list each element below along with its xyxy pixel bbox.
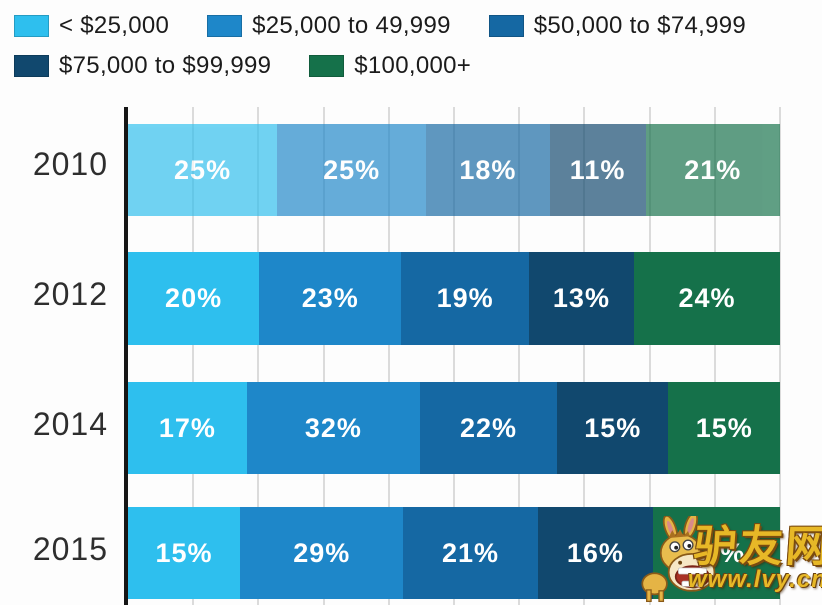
bar-segment: 17% (128, 382, 247, 474)
legend-label: $25,000 to 49,999 (252, 12, 451, 39)
bar-segment: 29% (240, 507, 404, 599)
donkey-icon (641, 516, 716, 603)
gridline (713, 107, 716, 605)
legend-item-75k-100k: $75,000 to $99,999 (14, 52, 271, 80)
bar-segment: 18% (426, 124, 550, 216)
bar-segment: 21% (645, 124, 780, 216)
legend-item-50k-75k: $50,000 to $74,999 (488, 12, 747, 40)
bar-segment: 23% (259, 252, 402, 345)
legend: < $25,000 $25,000 to 49,999 $50,000 to $… (14, 12, 814, 80)
year-label-2010: 2010 (32, 146, 108, 182)
gridline (322, 107, 325, 605)
legend-item-25k-50k: $25,000 to 49,999 (207, 12, 451, 40)
bar-segment: 25% (277, 124, 427, 216)
legend-item-100k-plus: $100,000+ (309, 52, 471, 80)
legend-swatch-75k-100k (14, 55, 49, 77)
year-label-2012: 2012 (32, 276, 108, 312)
watermark-site-name: 驴友网 (692, 523, 822, 571)
legend-label: $50,000 to $74,999 (533, 12, 747, 39)
gridline (257, 107, 260, 605)
gridline (518, 107, 521, 605)
bar-segment: 11% (549, 124, 646, 216)
bar-segment: 24% (634, 252, 780, 345)
bar-row-2015: 15% 29% 21% 16% 19% (128, 507, 780, 599)
gridline (453, 107, 455, 605)
legend-label: < $25,000 (59, 12, 170, 39)
bar-segment: 15% (128, 507, 241, 599)
bar-segment: 21% (403, 507, 538, 599)
bar-segment: 22% (420, 382, 557, 474)
bar-row-2012: 20% 23% 19% 13% 24% (128, 252, 780, 345)
gridline (387, 107, 390, 605)
legend-item-under-25k: < $25,000 (14, 12, 169, 40)
legend-label: $100,000+ (354, 52, 472, 79)
y-axis-line (124, 107, 128, 605)
legend-label: $75,000 to $99,999 (59, 52, 272, 79)
legend-swatch-50k-75k (488, 15, 524, 37)
year-label-2015: 2015 (32, 531, 108, 567)
legend-swatch-100k-plus (309, 55, 345, 77)
year-label-2014: 2014 (32, 406, 108, 442)
bar-segment: 15% (556, 382, 669, 474)
bar-segment: 19% (401, 252, 529, 345)
gridline (648, 107, 651, 605)
watermark-site-url: www.lvy.cn (688, 566, 822, 593)
gridline (779, 107, 781, 605)
bar-row-2014: 17% 32% 22% 15% 15% (128, 382, 780, 474)
bar-segment: 16% (537, 507, 654, 599)
site-watermark: 驴友网 www.lvy.cn (636, 512, 822, 605)
bar-row-2010: 25% 25% 18% 11% 21% (128, 124, 780, 216)
bar-segment: 25% (128, 124, 278, 216)
plot-area: 25% 25% 18% 11% 21% 20% 23% 19% 13% 24% 17% 32% 22% 1… (124, 107, 781, 605)
bar-segment: 20% (128, 252, 260, 345)
gridline (583, 107, 586, 605)
legend-swatch-25k-50k (207, 15, 243, 37)
gridline (192, 107, 195, 605)
legend-swatch-under-25k (14, 15, 49, 37)
bar-segment: 32% (246, 382, 421, 474)
bar-segment: 15% (668, 382, 780, 474)
bar-segment: 13% (528, 252, 635, 345)
